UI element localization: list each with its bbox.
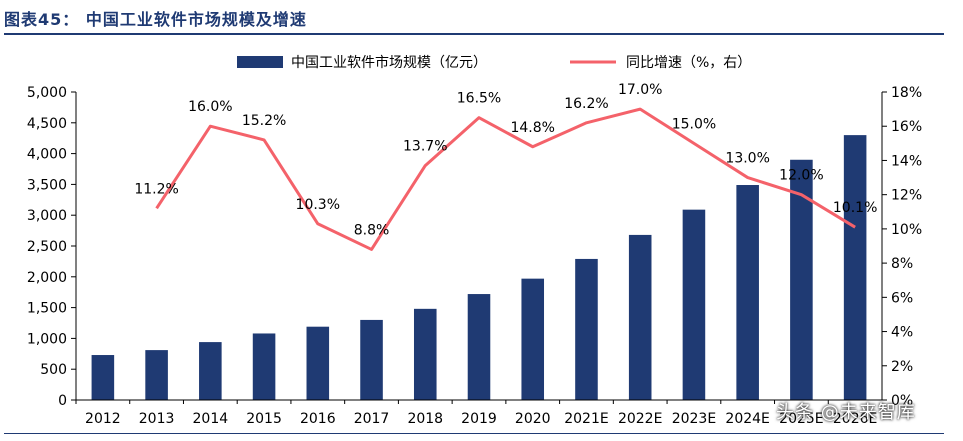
growth-data-label: 13.7% <box>403 139 447 155</box>
x-tick-label: 2015 <box>246 411 282 427</box>
x-tick-label: 2025E <box>779 411 823 427</box>
y-right-tick-label: 2% <box>891 359 913 375</box>
bar <box>199 342 222 400</box>
y-left-tick-label: 3,500 <box>27 177 67 193</box>
y-left-tick-label: 0 <box>58 393 67 409</box>
watermark: 头条 @未来智库 <box>776 402 916 423</box>
growth-data-label: 16.0% <box>188 99 232 115</box>
y-left-tick-label: 1,500 <box>27 301 67 317</box>
bar <box>628 234 652 400</box>
bar <box>682 209 706 400</box>
y-right-tick-label: 6% <box>891 290 913 306</box>
x-tick-label: 2023E <box>672 411 716 427</box>
bar <box>91 355 115 400</box>
growth-data-label: 17.0% <box>618 82 662 98</box>
y-left-tick-label: 1,000 <box>27 331 67 347</box>
growth-line <box>155 107 856 251</box>
x-tick-label: 2021E <box>564 411 608 427</box>
bar <box>467 294 491 400</box>
x-tick-label: 2016 <box>300 411 336 427</box>
legend-label-line: 同比增速（%，右） <box>626 55 751 71</box>
x-tick-label: 2017 <box>354 411 390 427</box>
x-tick-label: 2014 <box>193 411 229 427</box>
y-right-tick-label: 10% <box>891 222 922 238</box>
bar <box>736 185 759 400</box>
growth-data-label: 13.0% <box>725 151 769 167</box>
y-right-tick-label: 8% <box>891 256 913 272</box>
legend-swatch-bar <box>237 56 283 68</box>
growth-data-label: 14.8% <box>510 120 554 136</box>
y-left-tick-label: 500 <box>40 362 67 378</box>
bar <box>360 319 383 400</box>
x-tick-label: 2013 <box>139 411 175 427</box>
y-right-tick-label: 18% <box>891 85 922 101</box>
y-left-tick-label: 3,000 <box>27 208 67 224</box>
y-right-tick-label: 12% <box>891 188 922 204</box>
y-left-tick-label: 4,000 <box>27 147 67 163</box>
y-left-tick-label: 2,500 <box>27 239 67 255</box>
figure-title: 图表45： 中国工业软件市场规模及增速 <box>4 10 307 29</box>
growth-data-label: 8.8% <box>354 222 390 238</box>
legend-label-bar: 中国工业软件市场规模（亿元） <box>291 54 487 71</box>
growth-data-label: 11.2% <box>134 181 178 197</box>
growth-data-label: 10.1% <box>833 200 877 216</box>
growth-data-label: 10.3% <box>296 197 340 213</box>
y-left-tick-label: 4,500 <box>27 116 67 132</box>
y-right-tick-label: 14% <box>891 153 922 169</box>
bottom-divider <box>4 433 944 434</box>
growth-data-label: 12.0% <box>779 168 823 184</box>
y-left-tick-label: 5,000 <box>27 85 67 101</box>
y-left-tick-label: 2,000 <box>27 270 67 286</box>
bar <box>413 308 437 400</box>
bar <box>843 135 867 400</box>
x-tick-label: 2018 <box>407 411 443 427</box>
title-divider <box>4 33 944 35</box>
y-right-tick-label: 16% <box>891 119 922 135</box>
bar <box>521 278 545 400</box>
bar <box>575 258 598 400</box>
y-right-tick-label: 4% <box>891 325 913 341</box>
x-tick-label: 2022E <box>618 411 662 427</box>
growth-data-label: 16.2% <box>564 96 608 112</box>
growth-data-label: 15.2% <box>242 113 286 129</box>
bar <box>306 326 330 400</box>
growth-data-label: 15.0% <box>672 116 716 132</box>
growth-data-label: 16.5% <box>457 91 501 107</box>
x-tick-label: 2024E <box>725 411 769 427</box>
x-tick-label: 2012 <box>85 411 121 427</box>
x-tick-label: 2019 <box>461 411 497 427</box>
x-tick-label: 2020 <box>515 411 551 427</box>
bar <box>145 350 168 400</box>
bar <box>790 159 813 400</box>
bar <box>252 333 276 400</box>
y-right-tick-label: 0% <box>891 393 913 409</box>
x-tick-label: 2026E <box>833 411 877 427</box>
